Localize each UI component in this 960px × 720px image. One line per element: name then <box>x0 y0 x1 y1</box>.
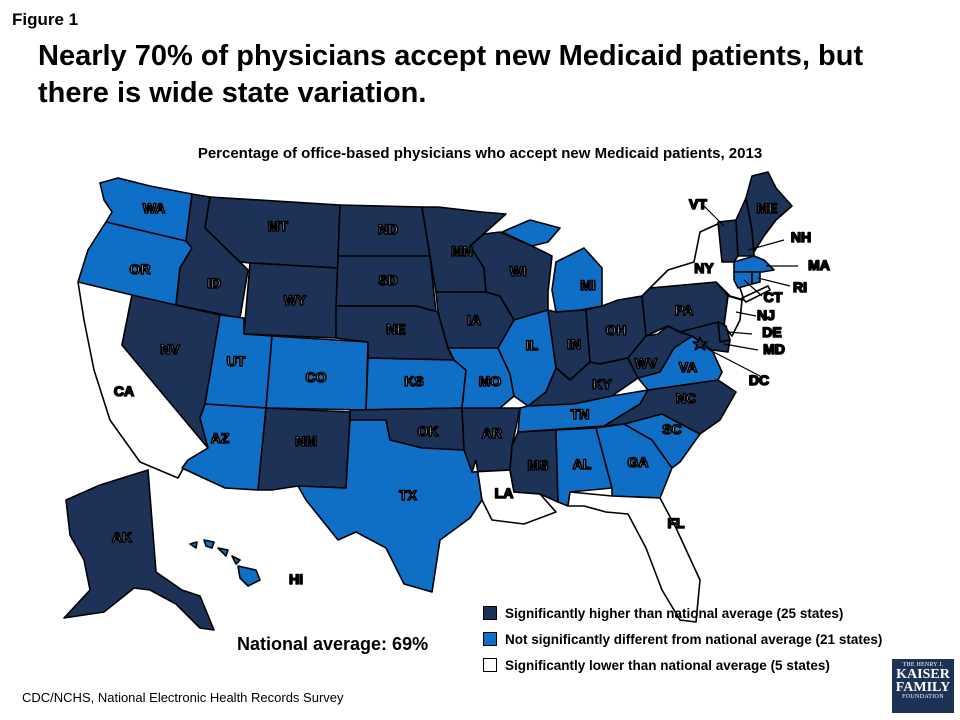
label-al: AL <box>573 456 592 472</box>
label-nh: NH <box>791 229 811 245</box>
label-hi: HI <box>289 571 303 587</box>
label-or: OR <box>130 261 151 277</box>
logo-line-4: FOUNDATION <box>902 694 944 700</box>
legend-label-not-different: Not significantly different from nationa… <box>505 631 883 647</box>
label-pa: PA <box>675 302 693 318</box>
label-me: ME <box>757 200 778 216</box>
source-note: CDC/NCHS, National Electronic Health Rec… <box>22 690 344 705</box>
label-ky: KY <box>592 376 612 392</box>
state-ct <box>733 271 753 289</box>
label-id: ID <box>207 275 221 291</box>
label-de: DE <box>762 324 781 340</box>
label-sc: SC <box>662 421 681 437</box>
label-oh: OH <box>606 322 627 338</box>
state-ma <box>733 255 775 273</box>
label-la: LA <box>495 485 514 501</box>
label-mt: MT <box>268 218 289 234</box>
label-ut: UT <box>227 353 246 369</box>
kff-logo: THE HENRY J. KAISER FAMILY FOUNDATION <box>892 659 954 713</box>
label-wv: WV <box>635 355 658 371</box>
label-tn: TN <box>571 406 590 422</box>
page-title: Nearly 70% of physicians accept new Medi… <box>38 40 864 109</box>
label-ok: OK <box>418 423 439 439</box>
label-nj: NJ <box>757 307 775 323</box>
label-ct: CT <box>764 289 783 305</box>
legend-item-higher: Significantly higher than national avera… <box>483 600 882 626</box>
label-va: VA <box>679 359 697 375</box>
label-dc: DC <box>749 372 769 388</box>
label-nv: NV <box>160 341 180 357</box>
label-il: IL <box>526 337 539 353</box>
label-mn: MN <box>451 243 473 259</box>
label-ne: NE <box>386 321 405 337</box>
callout-lines <box>701 205 798 377</box>
state-ri <box>751 271 761 285</box>
label-vt: VT <box>689 196 707 212</box>
label-wa: WA <box>143 200 166 216</box>
label-md: MD <box>763 341 785 357</box>
legend-item-lower: Significantly lower than national averag… <box>483 652 882 678</box>
label-fl: FL <box>667 515 685 531</box>
state-fl <box>567 491 701 623</box>
state-me <box>745 171 793 253</box>
map-legend: Significantly higher than national avera… <box>483 600 882 678</box>
label-az: AZ <box>211 430 230 446</box>
label-in: IN <box>567 336 581 352</box>
legend-swatch-not-different <box>483 632 497 646</box>
label-ma: MA <box>808 257 830 273</box>
state-tx <box>297 419 483 593</box>
label-nc: NC <box>676 390 696 406</box>
label-ia: IA <box>467 312 481 328</box>
label-ga: GA <box>628 454 649 470</box>
legend-swatch-lower <box>483 658 497 672</box>
state-hi <box>189 539 261 587</box>
logo-line-1: THE HENRY J. <box>902 662 944 668</box>
figure-label: Figure 1 <box>12 10 79 29</box>
state-nm <box>257 407 351 491</box>
state-vt <box>717 219 739 263</box>
label-tx: TX <box>399 487 418 503</box>
state-ak <box>63 469 215 631</box>
label-wy: WY <box>284 292 307 308</box>
label-ar: AR <box>482 425 502 441</box>
national-average: National average: 69% <box>237 634 429 654</box>
legend-label-higher: Significantly higher than national avera… <box>505 605 844 621</box>
label-wi: WI <box>509 263 526 279</box>
legend-label-lower: Significantly lower than national averag… <box>505 657 830 673</box>
state-nc <box>603 379 737 435</box>
label-nd: ND <box>378 221 398 237</box>
label-mo: MO <box>479 373 502 389</box>
state-md <box>679 321 731 353</box>
label-ri: RI <box>793 279 807 295</box>
label-ms: MS <box>528 457 549 473</box>
legend-item-not-different: Not significantly different from nationa… <box>483 626 882 652</box>
logo-line-2: KAISER <box>896 667 950 682</box>
state-nj <box>723 295 743 337</box>
map-subtitle: Percentage of office-based physicians wh… <box>197 145 763 162</box>
label-sd: SD <box>378 272 397 288</box>
label-ak: AK <box>112 529 132 545</box>
legend-swatch-higher <box>483 606 497 620</box>
logo-line-3: FAMILY <box>895 680 951 695</box>
label-ks: KS <box>404 373 423 389</box>
state-labels: WA OR CA ID NV MT WY UT AZ CO NM ND SD N… <box>111 195 831 588</box>
label-ny: NY <box>694 260 714 276</box>
label-co: CO <box>306 369 327 385</box>
label-mi: MI <box>580 277 596 293</box>
label-ca: CA <box>114 383 134 399</box>
label-nm: NM <box>295 433 317 449</box>
